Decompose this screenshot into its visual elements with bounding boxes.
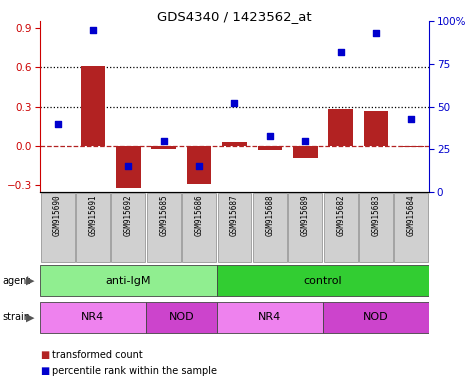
- Text: GDS4340 / 1423562_at: GDS4340 / 1423562_at: [157, 10, 312, 23]
- Bar: [81, 66, 106, 146]
- Text: GSM915690: GSM915690: [53, 194, 62, 236]
- Text: GSM915685: GSM915685: [159, 194, 168, 236]
- Text: percentile rank within the sample: percentile rank within the sample: [52, 366, 217, 376]
- Text: GSM915682: GSM915682: [336, 194, 345, 236]
- Bar: [328, 109, 353, 146]
- Text: NOD: NOD: [168, 312, 194, 322]
- Text: anti-IgM: anti-IgM: [106, 276, 151, 286]
- Bar: [399, 146, 424, 147]
- Text: NR4: NR4: [258, 312, 281, 322]
- Point: [125, 163, 132, 169]
- FancyBboxPatch shape: [323, 302, 429, 333]
- Point: [196, 163, 203, 169]
- Point: [89, 26, 97, 33]
- Point: [408, 116, 415, 122]
- Text: ▶: ▶: [26, 312, 34, 322]
- Text: GSM915686: GSM915686: [195, 194, 204, 236]
- FancyBboxPatch shape: [40, 302, 146, 333]
- Point: [266, 132, 273, 139]
- Text: agent: agent: [2, 276, 30, 286]
- Bar: [257, 146, 282, 150]
- Text: control: control: [303, 276, 342, 286]
- Bar: [151, 146, 176, 149]
- FancyBboxPatch shape: [217, 302, 323, 333]
- Text: NR4: NR4: [81, 312, 105, 322]
- Point: [372, 30, 380, 36]
- Bar: [222, 142, 247, 146]
- FancyBboxPatch shape: [253, 193, 287, 262]
- Text: GSM915689: GSM915689: [301, 194, 310, 236]
- Point: [54, 121, 61, 127]
- FancyBboxPatch shape: [40, 265, 217, 296]
- Bar: [293, 146, 318, 158]
- Text: strain: strain: [2, 312, 30, 322]
- Bar: [187, 146, 212, 184]
- Text: GSM915691: GSM915691: [89, 194, 98, 236]
- Text: GSM915684: GSM915684: [407, 194, 416, 236]
- Text: transformed count: transformed count: [52, 350, 142, 360]
- FancyBboxPatch shape: [394, 193, 428, 262]
- FancyBboxPatch shape: [146, 302, 217, 333]
- Text: ■: ■: [40, 366, 49, 376]
- Text: ■: ■: [40, 350, 49, 360]
- FancyBboxPatch shape: [41, 193, 75, 262]
- Point: [302, 138, 309, 144]
- FancyBboxPatch shape: [217, 265, 429, 296]
- Text: ▶: ▶: [26, 276, 34, 286]
- Text: GSM915683: GSM915683: [371, 194, 380, 236]
- Bar: [116, 146, 141, 188]
- FancyBboxPatch shape: [359, 193, 393, 262]
- FancyBboxPatch shape: [111, 193, 145, 262]
- Point: [231, 100, 238, 106]
- FancyBboxPatch shape: [147, 193, 181, 262]
- Point: [337, 49, 344, 55]
- FancyBboxPatch shape: [218, 193, 251, 262]
- Text: GSM915687: GSM915687: [230, 194, 239, 236]
- Text: GSM915692: GSM915692: [124, 194, 133, 236]
- Point: [160, 138, 167, 144]
- Text: GSM915688: GSM915688: [265, 194, 274, 236]
- FancyBboxPatch shape: [76, 193, 110, 262]
- FancyBboxPatch shape: [324, 193, 358, 262]
- FancyBboxPatch shape: [288, 193, 322, 262]
- FancyBboxPatch shape: [182, 193, 216, 262]
- Bar: [363, 111, 388, 146]
- Text: NOD: NOD: [363, 312, 389, 322]
